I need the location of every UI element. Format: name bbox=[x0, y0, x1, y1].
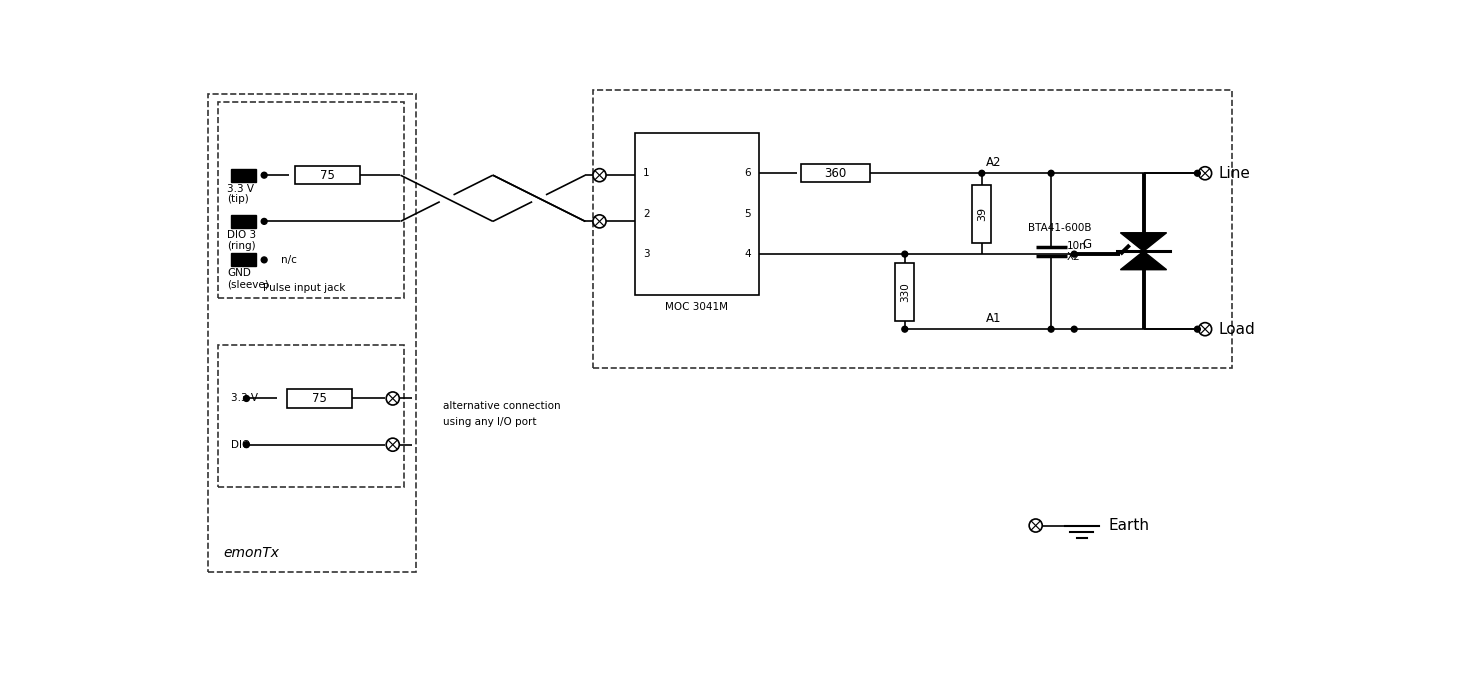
Polygon shape bbox=[231, 253, 256, 267]
Text: GND: GND bbox=[228, 268, 252, 278]
Circle shape bbox=[1199, 167, 1212, 180]
Text: A2: A2 bbox=[986, 156, 1000, 169]
Circle shape bbox=[1194, 326, 1200, 332]
Polygon shape bbox=[1120, 233, 1166, 251]
Circle shape bbox=[244, 442, 249, 447]
Text: (tip): (tip) bbox=[228, 194, 249, 204]
Circle shape bbox=[262, 257, 266, 263]
Circle shape bbox=[1048, 326, 1054, 332]
Text: Line: Line bbox=[1220, 166, 1251, 181]
FancyBboxPatch shape bbox=[801, 164, 870, 183]
Text: X2: X2 bbox=[1067, 252, 1080, 261]
Text: n/c: n/c bbox=[281, 255, 297, 265]
Text: 330: 330 bbox=[900, 282, 910, 301]
Text: (sleeve): (sleeve) bbox=[228, 279, 269, 289]
Circle shape bbox=[1048, 171, 1054, 176]
Polygon shape bbox=[231, 215, 256, 228]
FancyBboxPatch shape bbox=[972, 185, 992, 242]
Text: 10n: 10n bbox=[1067, 241, 1086, 250]
FancyBboxPatch shape bbox=[895, 263, 915, 320]
FancyBboxPatch shape bbox=[295, 166, 360, 184]
Text: emonTx: emonTx bbox=[223, 546, 280, 560]
Text: A1: A1 bbox=[986, 312, 1000, 326]
Text: 1: 1 bbox=[642, 169, 650, 178]
Text: (ring): (ring) bbox=[228, 240, 256, 250]
Polygon shape bbox=[231, 169, 256, 181]
Text: 5: 5 bbox=[744, 209, 750, 219]
Text: 75: 75 bbox=[320, 169, 334, 181]
Circle shape bbox=[1072, 326, 1077, 332]
Text: alternative connection: alternative connection bbox=[443, 401, 561, 411]
Text: 3: 3 bbox=[642, 249, 650, 259]
Circle shape bbox=[593, 215, 605, 228]
Circle shape bbox=[901, 251, 907, 257]
Text: 75: 75 bbox=[312, 392, 327, 405]
Text: Pulse input jack: Pulse input jack bbox=[263, 283, 345, 293]
Text: Load: Load bbox=[1220, 322, 1255, 336]
Circle shape bbox=[244, 395, 249, 401]
Text: 360: 360 bbox=[824, 167, 847, 180]
Text: DIO 3: DIO 3 bbox=[228, 230, 256, 240]
Circle shape bbox=[1194, 171, 1200, 176]
Circle shape bbox=[386, 438, 400, 452]
Text: using any I/O port: using any I/O port bbox=[443, 416, 536, 427]
Text: 6: 6 bbox=[744, 169, 750, 178]
Polygon shape bbox=[1120, 251, 1166, 269]
Text: 3.3 V: 3.3 V bbox=[231, 393, 258, 403]
Text: BTA41-600B: BTA41-600B bbox=[1029, 223, 1092, 233]
Circle shape bbox=[262, 219, 266, 224]
Circle shape bbox=[593, 169, 605, 181]
Text: Earth: Earth bbox=[1109, 518, 1150, 533]
FancyBboxPatch shape bbox=[635, 133, 759, 294]
Circle shape bbox=[901, 326, 907, 332]
FancyBboxPatch shape bbox=[287, 389, 352, 408]
Text: DIO: DIO bbox=[231, 439, 250, 450]
Text: 4: 4 bbox=[744, 249, 750, 259]
Circle shape bbox=[386, 392, 400, 405]
Circle shape bbox=[978, 171, 984, 176]
Circle shape bbox=[262, 172, 266, 178]
Text: G: G bbox=[1082, 238, 1091, 251]
Circle shape bbox=[1029, 519, 1042, 532]
Circle shape bbox=[1199, 323, 1212, 336]
Text: 3.3 V: 3.3 V bbox=[228, 183, 255, 194]
Text: 39: 39 bbox=[977, 206, 987, 221]
Text: 2: 2 bbox=[642, 209, 650, 219]
Circle shape bbox=[1072, 251, 1077, 257]
Text: MOC 3041M: MOC 3041M bbox=[666, 302, 728, 312]
